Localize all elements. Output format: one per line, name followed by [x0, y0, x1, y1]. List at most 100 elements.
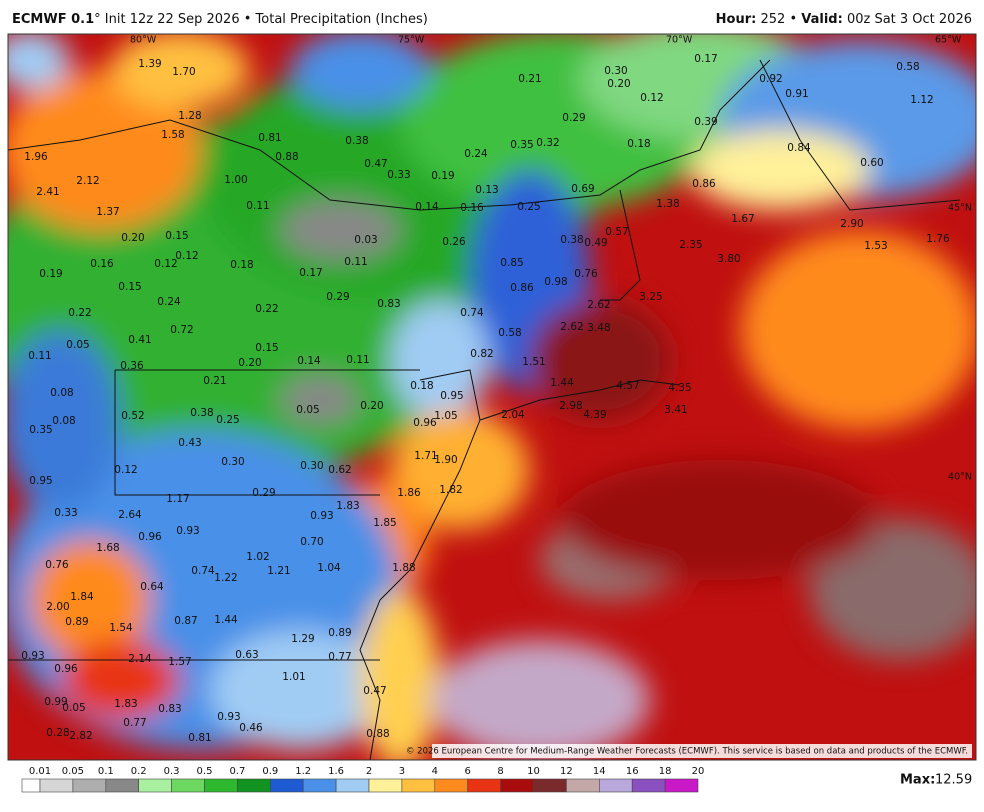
max-label: Max: — [900, 773, 935, 788]
colorbar-label: 6 — [465, 766, 471, 777]
colorbar-swatch — [566, 778, 600, 793]
colorbar-label: 10 — [527, 766, 540, 777]
precip-label: 0.22 — [255, 303, 278, 315]
colorbar-label: 4 — [432, 766, 438, 777]
precip-label: 1.44 — [214, 614, 238, 626]
precip-label: 1.39 — [138, 58, 161, 70]
precip-label: 0.64 — [140, 581, 164, 593]
colorbar-swatch — [204, 778, 238, 793]
precip-label: 0.96 — [413, 417, 437, 429]
colorbar-swatch — [269, 778, 304, 793]
precip-label: 0.89 — [328, 627, 351, 639]
colorbar-label: 0.1 — [98, 766, 114, 777]
axis-label: 40°N — [948, 472, 972, 483]
precip-label: 0.41 — [128, 334, 151, 346]
precip-label: 0.19 — [431, 170, 454, 182]
precip-label: 1.00 — [224, 174, 247, 186]
precip-label: 1.02 — [246, 551, 269, 563]
precip-label: 1.76 — [926, 233, 950, 245]
precip-label: 0.58 — [498, 327, 521, 339]
max-value: 12.59 — [935, 773, 972, 788]
precip-label: 0.30 — [604, 65, 627, 77]
precip-label: 0.30 — [221, 456, 244, 468]
precip-label: 1.01 — [282, 671, 305, 683]
precip-label: 0.35 — [510, 139, 533, 151]
axis-label: 45°N — [948, 203, 972, 214]
colorbar-label: 0.9 — [262, 766, 278, 777]
precip-label: 0.18 — [410, 380, 433, 392]
precip-label: 0.92 — [759, 73, 782, 85]
precip-label: 0.05 — [66, 339, 89, 351]
precip-label: 0.15 — [255, 342, 278, 354]
precip-label: 0.47 — [363, 685, 386, 697]
precip-label: 1.83 — [114, 698, 137, 710]
precip-label: 0.69 — [571, 183, 594, 195]
precip-label: 0.96 — [138, 531, 162, 543]
axis-label: 65°W — [935, 35, 962, 46]
precip-label: 3.48 — [587, 322, 610, 334]
precip-label: 0.86 — [510, 282, 534, 294]
colorbar-swatch — [335, 778, 370, 793]
precip-label: 0.25 — [517, 201, 540, 213]
precip-label: 1.71 — [414, 450, 437, 462]
precip-label: 1.90 — [434, 454, 457, 466]
colorbar-label: 0.05 — [62, 766, 84, 777]
colorbar-swatch — [467, 778, 501, 793]
precip-label: 0.81 — [258, 132, 281, 144]
precip-label: 0.17 — [694, 53, 717, 65]
precip-label: 0.46 — [239, 722, 263, 734]
precip-label: 2.90 — [840, 218, 863, 230]
precip-label: 0.52 — [121, 410, 144, 422]
precip-label: 0.11 — [344, 256, 367, 268]
colorbar-swatch — [631, 778, 666, 793]
precip-label: 0.63 — [235, 649, 258, 661]
header-title: ECMWF 0.1° Init 12z 22 Sep 2026 • Total … — [12, 12, 428, 27]
precip-label: 0.93 — [217, 711, 240, 723]
precip-label: 0.35 — [29, 424, 52, 436]
precip-label: 0.11 — [28, 350, 51, 362]
precip-label: 0.62 — [328, 464, 351, 476]
precip-label: 0.11 — [246, 200, 269, 212]
precip-label: 0.16 — [460, 202, 484, 214]
precip-label: 0.95 — [440, 390, 463, 402]
precip-label: 0.16 — [90, 258, 114, 270]
precip-label: 1.51 — [522, 356, 545, 368]
precip-label: 0.39 — [694, 116, 717, 128]
precip-label: 0.60 — [860, 157, 883, 169]
precip-label: 0.70 — [300, 536, 323, 548]
precip-label: 1.86 — [397, 487, 421, 499]
precip-label: 0.13 — [475, 184, 498, 196]
precip-label: 0.20 — [360, 400, 383, 412]
colorbar-label: 0.01 — [29, 766, 51, 777]
precip-label: 0.17 — [299, 267, 322, 279]
precip-label: 4.57 — [616, 380, 639, 392]
precip-label: 0.72 — [170, 324, 193, 336]
precip-label: 0.74 — [460, 307, 484, 319]
precip-label: 2.41 — [36, 186, 59, 198]
precip-label: 0.38 — [345, 135, 368, 147]
precip-label: 0.84 — [787, 142, 811, 154]
precip-label: 1.54 — [109, 622, 133, 634]
precip-label: 1.44 — [550, 377, 574, 389]
precip-label: 0.32 — [536, 137, 559, 149]
precip-label: 0.74 — [191, 565, 215, 577]
precip-label: 2.12 — [76, 175, 99, 187]
precip-label: 0.29 — [326, 291, 349, 303]
precip-label: 0.24 — [157, 296, 181, 308]
colorbar-swatch — [138, 778, 172, 793]
precip-label: 0.18 — [230, 259, 253, 271]
precip-label: 1.96 — [24, 151, 48, 163]
colorbar-label: 18 — [659, 766, 672, 777]
colorbar-label: 3 — [399, 766, 405, 777]
colorbar-swatch — [368, 778, 403, 793]
precip-label: 0.33 — [387, 169, 410, 181]
precip-label: 0.47 — [364, 158, 387, 170]
precip-label: 1.88 — [392, 562, 415, 574]
axis-label: 75°W — [398, 35, 425, 46]
precip-label: 0.19 — [39, 268, 62, 280]
precip-label: 0.38 — [190, 407, 213, 419]
precip-label: 0.08 — [52, 415, 75, 427]
precip-label: 2.62 — [560, 321, 583, 333]
precip-label: 1.28 — [178, 110, 201, 122]
